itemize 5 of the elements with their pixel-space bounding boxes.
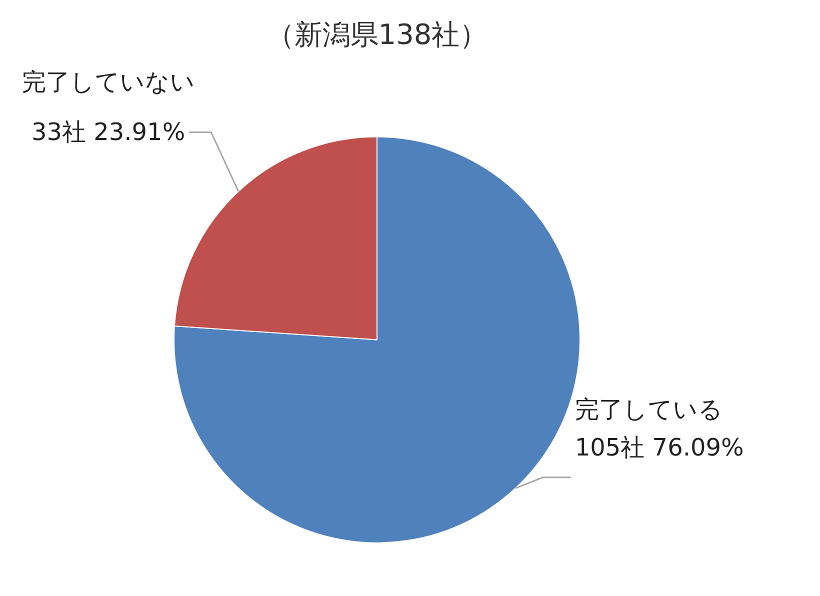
chart-title: （新潟県138社） [266, 18, 488, 52]
slice-label: 完了していない [22, 68, 196, 96]
data-label: 105社 76.09% [574, 433, 744, 462]
data-label: 33社 23.91% [31, 118, 186, 146]
slice-label: 完了している [574, 395, 723, 424]
